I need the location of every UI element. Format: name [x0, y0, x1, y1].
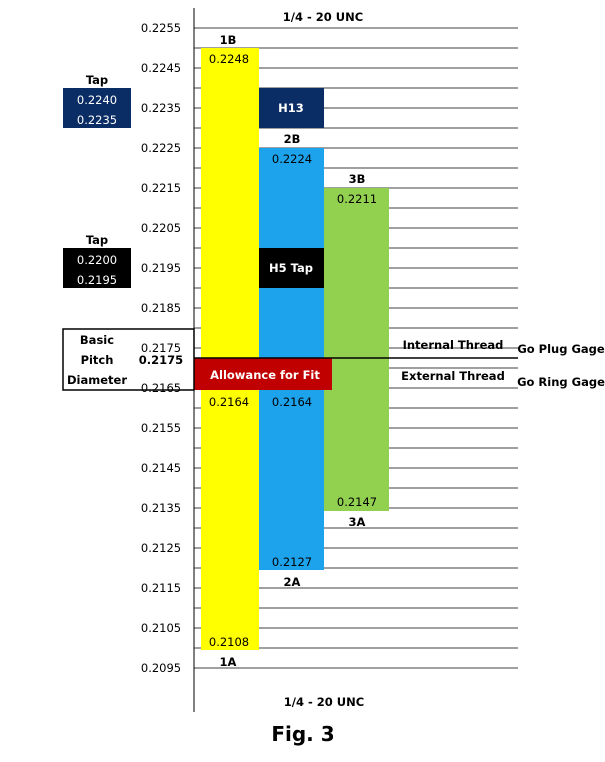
- tick-label: 0.2245: [141, 61, 181, 75]
- tick-label: 0.2175: [141, 341, 181, 355]
- tick-label: 0.2215: [141, 181, 181, 195]
- h13-band: [259, 88, 324, 128]
- class-3a-label: 3A: [349, 515, 366, 529]
- class-2a-label: 2A: [284, 575, 301, 589]
- class-1a-label: 1A: [220, 655, 237, 669]
- tap-h13-lower: 0.2235: [77, 113, 117, 127]
- header-title-top: 1/4 - 20 UNC: [283, 10, 363, 24]
- tick-label: 0.2155: [141, 421, 181, 435]
- tick-label: 0.2145: [141, 461, 181, 475]
- tap-h5-title: Tap: [86, 233, 108, 247]
- h13-label: H13: [278, 101, 304, 115]
- class-1a-value: 0.2108: [209, 635, 249, 649]
- header-title-bottom: 1/4 - 20 UNC: [284, 695, 364, 709]
- class-1a-top-value: 0.2164: [209, 395, 249, 409]
- basic-pitch-box: [62, 328, 195, 391]
- class-2b-value: 0.2224: [272, 152, 312, 166]
- tick-label: 0.2255: [141, 21, 181, 35]
- external-thread-label: External Thread: [401, 369, 505, 383]
- go-ring-gage-label: Go Ring Gage: [517, 375, 605, 389]
- tick-label: 0.2205: [141, 221, 181, 235]
- class-2b-label: 2B: [284, 132, 301, 146]
- tick-label: 0.2095: [141, 661, 181, 675]
- tick-label: 0.2225: [141, 141, 181, 155]
- tick-label: 0.2195: [141, 261, 181, 275]
- class-1b-value: 0.2248: [209, 52, 249, 66]
- class-3b-label: 3B: [349, 172, 366, 186]
- tick-label: 0.2235: [141, 101, 181, 115]
- h5-band: [259, 248, 324, 288]
- class-2a-bottom-value: 0.2127: [272, 555, 312, 569]
- tick-label: 0.2185: [141, 301, 181, 315]
- class-3a-value: 0.2147: [337, 495, 377, 509]
- tick-label: 0.2135: [141, 501, 181, 515]
- tick-label: 0.2105: [141, 621, 181, 635]
- tap-h5-lower: 0.2195: [77, 273, 117, 287]
- tick-label: 0.2115: [141, 581, 181, 595]
- allowance-band: [194, 358, 332, 390]
- internal-thread-label: Internal Thread: [403, 338, 504, 352]
- tap-h5-upper: 0.2200: [77, 253, 117, 267]
- tap-h13-title: Tap: [86, 73, 108, 87]
- tick-label: 0.2125: [141, 541, 181, 555]
- basic-line1: Basic: [80, 333, 114, 347]
- tick-labels: 0.2255 0.2245 0.2235 0.2225 0.2215 0.2205 0.21…: [141, 21, 181, 675]
- figure-caption: Fig. 3: [271, 722, 334, 746]
- tick-label: 0.2165: [141, 381, 181, 395]
- tap-h13-box: [63, 88, 131, 128]
- bar-1b-1a: [201, 48, 259, 650]
- bar-3b-3a: [324, 188, 389, 511]
- basic-line2: Pitch: [81, 353, 114, 367]
- class-1b-label: 1B: [220, 33, 237, 47]
- go-plug-gage-label: Go Plug Gage: [517, 342, 605, 356]
- tap-h13-upper: 0.2240: [77, 93, 117, 107]
- allowance-label: Allowance for Fit: [210, 368, 320, 382]
- basic-line3: Diameter: [67, 373, 127, 387]
- h5-label: H5 Tap: [269, 261, 313, 275]
- basic-value: 0.2175: [139, 353, 183, 367]
- class-2a-top-value: 0.2164: [272, 395, 312, 409]
- class-3b-value: 0.2211: [337, 192, 377, 206]
- tap-h5-box: [63, 248, 131, 288]
